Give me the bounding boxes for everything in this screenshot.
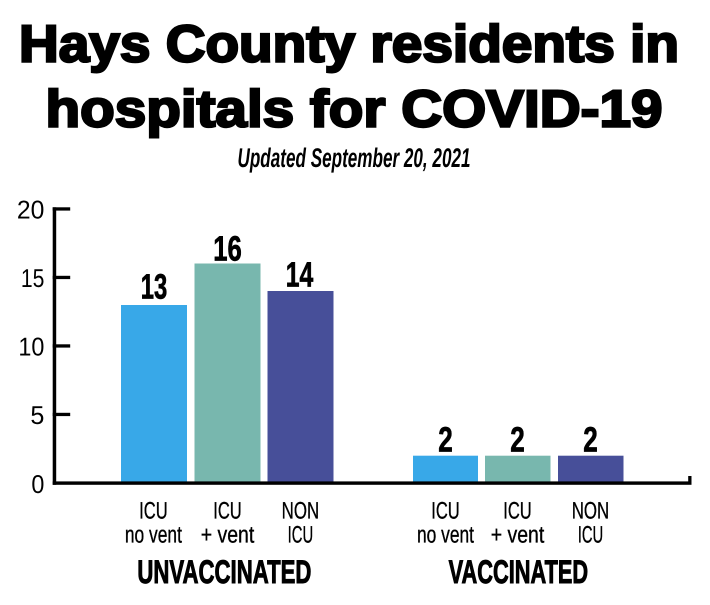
svg-text:+ vent: + vent [491,522,545,549]
svg-text:UNVACCINATED: UNVACCINATED [137,553,311,590]
svg-text:ICU: ICU [578,522,604,549]
svg-text:2: 2 [583,421,598,460]
svg-text:5: 5 [30,402,44,430]
svg-text:ICU: ICU [213,498,242,525]
svg-text:20: 20 [17,197,45,225]
svg-text:16: 16 [213,229,242,268]
svg-text:ICU: ICU [431,498,460,525]
svg-text:NON: NON [572,498,610,525]
svg-text:no vent: no vent [417,522,474,549]
svg-text:2: 2 [510,421,525,460]
svg-text:+ vent: + vent [201,522,255,549]
svg-text:hospitals for COVID-19: hospitals for COVID-19 [46,81,663,139]
svg-text:ICU: ICU [139,498,168,525]
svg-text:ICU: ICU [288,522,314,549]
svg-text:NON: NON [282,498,320,525]
svg-text:15: 15 [21,265,45,293]
svg-text:10: 10 [18,334,44,362]
svg-text:13: 13 [141,268,168,307]
svg-text:Updated September 20, 2021: Updated September 20, 2021 [238,143,471,173]
svg-text:14: 14 [286,256,314,295]
svg-text:0: 0 [31,471,44,499]
svg-text:Hays County residents in: Hays County residents in [19,16,679,74]
svg-text:ICU: ICU [503,498,532,525]
svg-text:VACCINATED: VACCINATED [449,553,589,590]
svg-text:no vent: no vent [125,522,182,549]
svg-text:2: 2 [438,421,453,460]
